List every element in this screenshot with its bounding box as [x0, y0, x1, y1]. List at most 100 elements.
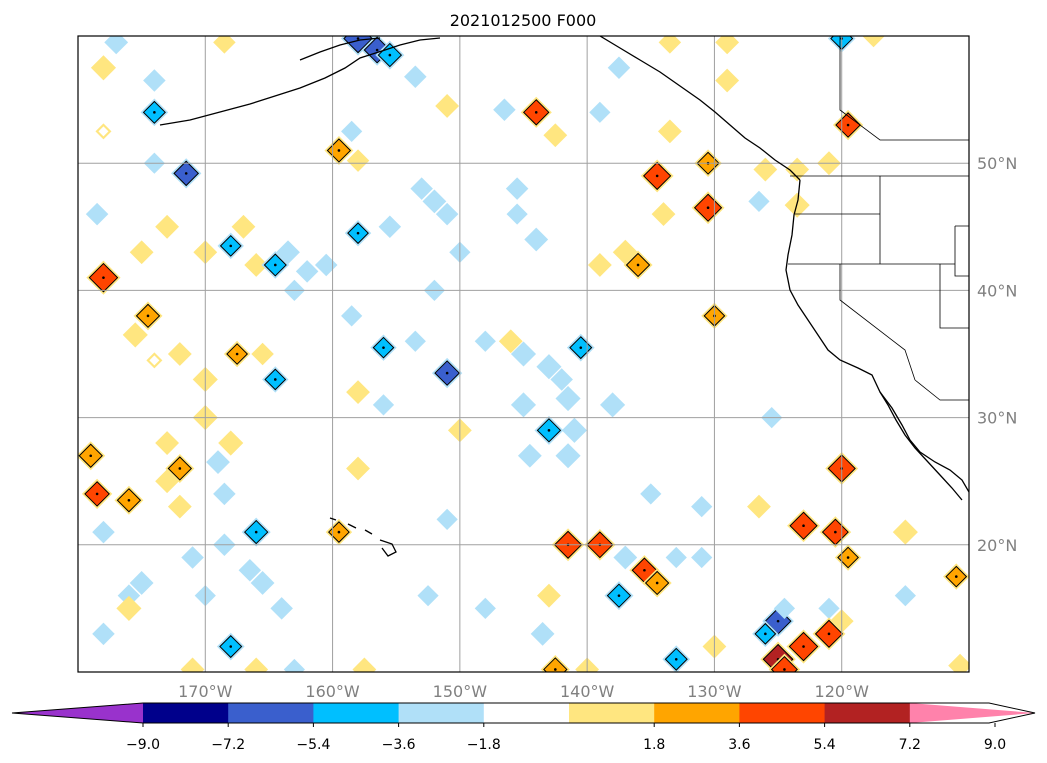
stipple-dot [382, 346, 385, 349]
field-cell [477, 333, 493, 349]
stipple-dot [764, 632, 767, 636]
colorbar-tick-label: −7.2 [211, 737, 245, 753]
colorbar-swatch [654, 703, 740, 723]
stipple-dot [554, 668, 557, 671]
field-cell [661, 36, 679, 51]
field-cell [95, 523, 112, 541]
colorbar-tick-label: −9.0 [126, 737, 160, 753]
field-cell [413, 180, 430, 197]
field-cell [751, 193, 767, 209]
field-cell [381, 218, 399, 236]
field-cell [496, 101, 513, 119]
colorbar-swatch [398, 703, 485, 723]
field-cell [241, 561, 259, 579]
field-cell [438, 97, 457, 115]
lat-tick-label: 50°N [977, 154, 1017, 173]
field-cell [149, 355, 160, 366]
lon-tick-label: 130°W [687, 682, 742, 701]
colorbar-tick-label: 7.2 [899, 737, 921, 753]
field-cell [951, 656, 969, 672]
field-cell [407, 68, 424, 85]
stipple-dot [802, 645, 805, 648]
stipple-dot [776, 619, 780, 623]
field-cell [520, 446, 539, 465]
field-cell [513, 395, 534, 415]
field-cell [564, 420, 584, 440]
field-cell [750, 497, 768, 516]
stipple-dot [178, 467, 182, 470]
field-cell [170, 497, 189, 516]
field-cell [184, 549, 201, 566]
stipple-dot [229, 645, 233, 648]
map-area [77, 35, 970, 673]
stipple-dot [834, 530, 837, 534]
lon-tick-label: 170°W [178, 682, 233, 701]
field-cell [183, 660, 202, 672]
field-cell [897, 588, 913, 604]
field-cell [279, 243, 297, 262]
stipple-dot [783, 668, 786, 671]
stipple-dot [127, 498, 131, 502]
field-cell [317, 256, 335, 274]
field-cell [107, 36, 126, 52]
field-cell [756, 160, 775, 179]
lon-tick-label: 160°W [305, 682, 360, 701]
field-cell [643, 486, 659, 502]
nevada-utah-border [939, 264, 969, 329]
colorbar-tick-labels: −9.0 −7.2 −5.4 −3.6 −1.8 1.8 3.6 5.4 7.2 9.0 [126, 723, 1006, 753]
utah-box [954, 225, 969, 277]
colorbar-swatch [483, 703, 570, 723]
stipple-dot [235, 352, 239, 356]
colorbar-swatch [569, 703, 655, 723]
field-cell [93, 58, 114, 78]
stipple-dot [102, 276, 105, 279]
lon-tick-label: 150°W [433, 682, 488, 701]
arizona-border [914, 379, 969, 401]
colorbar-swatches [12, 703, 1035, 723]
field-cell [158, 434, 176, 452]
lon-tick-label: 140°W [560, 682, 615, 701]
field-cell [788, 160, 807, 179]
field-cell [273, 600, 290, 617]
field-cell [513, 344, 534, 364]
coastlines [159, 36, 969, 557]
field-cell [865, 36, 882, 45]
stipple-dot [273, 263, 277, 267]
field-cell [120, 587, 138, 604]
field-cell [158, 472, 176, 491]
field-cell [254, 345, 271, 363]
field-cell [540, 586, 558, 605]
field-cell [95, 625, 112, 643]
field-cell [895, 522, 915, 542]
stipple-dot [445, 371, 449, 375]
state-borders [788, 36, 969, 401]
southeast-alaska-coast [599, 36, 801, 181]
field-cell [125, 325, 145, 345]
bc-alberta-border [839, 36, 969, 141]
nevada-california-border [839, 264, 916, 381]
field-cell [247, 660, 266, 672]
colorbar: −9.0 −7.2 −5.4 −3.6 −1.8 1.8 3.6 5.4 7.2 9.0 [11, 702, 1036, 753]
field-cell [603, 395, 623, 415]
stipple-dot [337, 530, 341, 534]
field-cell [477, 600, 493, 616]
field-cell [821, 600, 837, 616]
field-cell [88, 205, 106, 223]
stipple-dot [655, 174, 659, 178]
field-cell [694, 499, 710, 515]
colorbar-swatch [313, 703, 400, 723]
field-cell [209, 453, 227, 472]
field-cell [770, 655, 798, 672]
stipple-dot [534, 111, 538, 114]
map-frame [77, 35, 970, 673]
field-cell [533, 624, 552, 643]
field-cell [660, 122, 679, 141]
field-cell [509, 206, 525, 222]
colorbar-swatch [824, 703, 911, 723]
alaska-peninsula [299, 37, 381, 61]
field-cell [592, 104, 608, 120]
lat-tick-label: 20°N [977, 536, 1017, 555]
field-cell [508, 180, 526, 197]
field-cell [146, 72, 163, 89]
field-cell [132, 574, 151, 592]
